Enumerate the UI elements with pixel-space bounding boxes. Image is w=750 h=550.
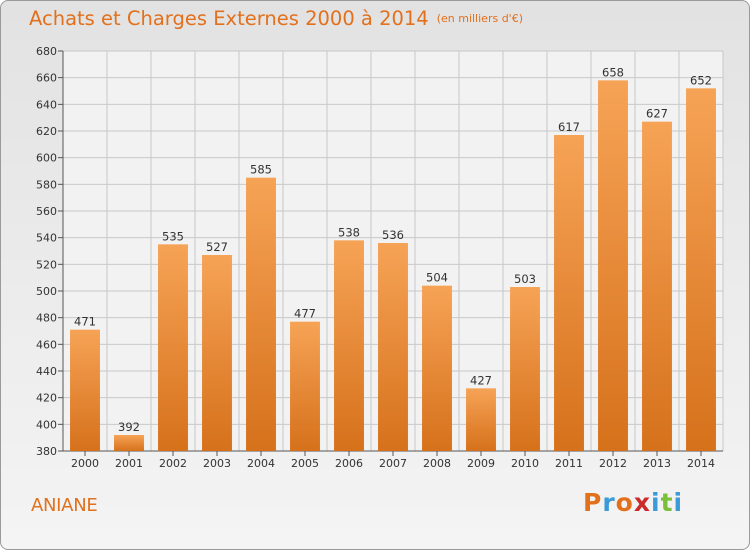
value-label-2001: 392 <box>118 420 140 434</box>
bar-2000 <box>70 329 100 451</box>
bar-2008 <box>422 285 452 451</box>
y-tick-label: 460 <box>36 338 57 351</box>
value-label-2011: 617 <box>558 120 580 134</box>
y-tick-label: 600 <box>36 152 57 165</box>
value-label-2008: 504 <box>426 271 448 285</box>
y-tick-label: 420 <box>36 392 57 405</box>
chart-title: Achats et Charges Externes 2000 à 2014 <box>29 7 429 30</box>
logo-letter: i <box>651 488 661 517</box>
x-tick-label-2008: 2008 <box>423 457 451 470</box>
x-tick-label-2010: 2010 <box>511 457 539 470</box>
y-tick-label: 440 <box>36 365 57 378</box>
x-tick-label-2000: 2000 <box>71 457 99 470</box>
chart-header: Achats et Charges Externes 2000 à 2014 (e… <box>29 7 523 30</box>
bar-2009 <box>466 388 496 451</box>
y-tick-label: 380 <box>36 445 57 458</box>
value-label-2013: 627 <box>646 107 668 121</box>
logo-letter: t <box>660 488 674 517</box>
value-label-2014: 652 <box>690 73 712 87</box>
value-label-2000: 471 <box>74 315 96 329</box>
x-tick-label-2011: 2011 <box>555 457 583 470</box>
bar-2012 <box>598 80 628 451</box>
bar-2001 <box>114 435 144 451</box>
bar-2014 <box>686 88 716 451</box>
value-label-2002: 535 <box>162 229 184 243</box>
y-tick-label: 400 <box>36 418 57 431</box>
bar-labels: 471 392 535 527 585 477 538 536 504 427 503 617 658 6… <box>74 65 712 434</box>
bar-2005 <box>290 321 320 451</box>
logo-letter: o <box>615 488 634 517</box>
value-label-2010: 503 <box>514 272 536 286</box>
y-tick-label: 640 <box>36 98 57 111</box>
bar-2013 <box>642 121 672 452</box>
x-tick-label-2012: 2012 <box>599 457 627 470</box>
value-label-2006: 538 <box>338 225 360 239</box>
bar-2010 <box>510 287 540 451</box>
y-tick-label: 520 <box>36 258 57 271</box>
value-label-2009: 427 <box>470 373 492 387</box>
bar-2007 <box>378 243 408 451</box>
x-tick-label-2002: 2002 <box>159 457 187 470</box>
logo-letter: r <box>602 488 616 517</box>
x-tick-label-2003: 2003 <box>203 457 231 470</box>
x-tick-label-2004: 2004 <box>247 457 275 470</box>
y-tick-label: 480 <box>36 312 57 325</box>
axes: 380 400 420 440 460 480 500 520 540 560 580 600 620 6… <box>36 45 723 470</box>
proxiti-logo[interactable]: Proxiti <box>583 488 683 517</box>
x-tick-label-2007: 2007 <box>379 457 407 470</box>
y-tick-label: 540 <box>36 232 57 245</box>
y-tick-label: 560 <box>36 205 57 218</box>
bar-2002 <box>158 244 188 451</box>
logo-letter: x <box>633 488 651 517</box>
bars <box>70 80 716 452</box>
y-tick-label: 500 <box>36 285 57 298</box>
y-tick-label: 680 <box>36 45 57 58</box>
chart-unit: (en milliers d'€) <box>436 12 523 25</box>
bar-2004 <box>246 177 276 451</box>
x-tick-label-2001: 2001 <box>115 457 143 470</box>
y-tick-label: 580 <box>36 178 57 191</box>
value-label-2007: 536 <box>382 228 404 242</box>
y-tick-label: 660 <box>36 72 57 85</box>
value-label-2012: 658 <box>602 65 624 79</box>
x-tick-label-2014: 2014 <box>687 457 715 470</box>
bar-2006 <box>334 240 364 451</box>
value-label-2003: 527 <box>206 240 228 254</box>
logo-letter: i <box>673 488 684 517</box>
bar-2011 <box>554 135 584 451</box>
value-label-2004: 585 <box>250 163 272 177</box>
x-tick-label-2006: 2006 <box>335 457 363 470</box>
x-tick-label-2005: 2005 <box>291 457 319 470</box>
x-tick-label-2013: 2013 <box>643 457 671 470</box>
logo-letter: P <box>583 488 603 517</box>
y-tick-label: 620 <box>36 125 57 138</box>
commune-name: ANIANE <box>31 495 98 516</box>
bar-2003 <box>202 255 232 451</box>
value-label-2005: 477 <box>294 307 316 321</box>
x-tick-label-2009: 2009 <box>467 457 495 470</box>
